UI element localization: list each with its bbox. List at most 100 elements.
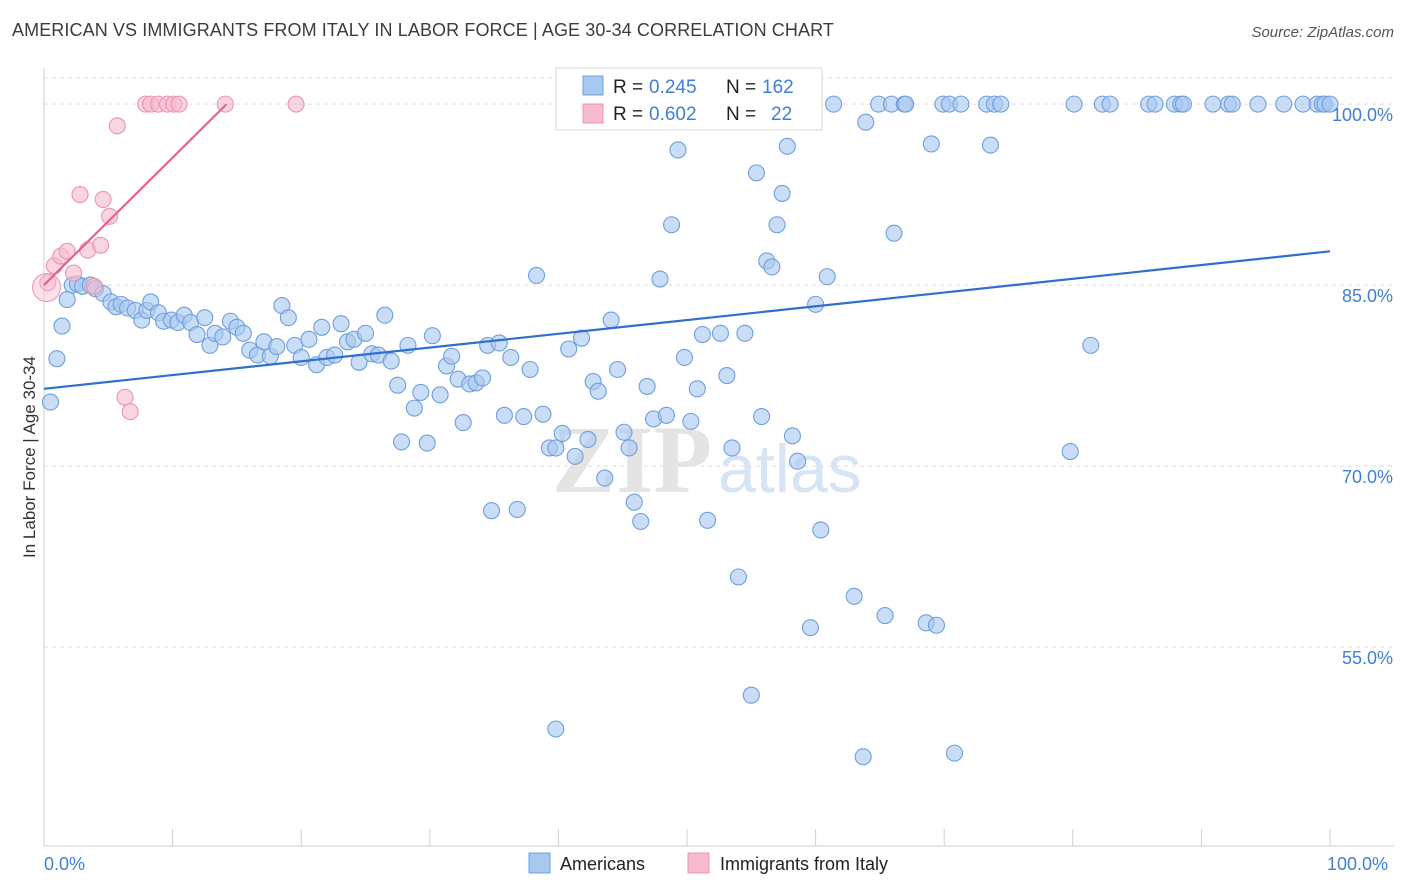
americans-point-0 (41, 393, 59, 411)
y-tick-label-1: 70.0% (1342, 467, 1393, 487)
italy-point-19 (170, 95, 188, 113)
stats-r-value-americans: 0.245 (649, 77, 697, 98)
americans-point-53 (376, 306, 394, 324)
americans-point-31 (234, 324, 252, 342)
stats-swatch-americans (582, 75, 604, 96)
y-axis-title: In Labor Force | Age 30-34 (20, 356, 39, 558)
y-tick-label-3: 100.0% (1332, 105, 1393, 125)
americans-point-24 (188, 325, 206, 344)
trend-line-americans (43, 250, 1331, 390)
americans-point-104 (688, 380, 706, 398)
americans-point-158 (1174, 95, 1192, 113)
americans-point-122 (789, 452, 807, 470)
americans-point-120 (778, 137, 796, 155)
americans-point-84 (566, 447, 584, 465)
americans-point-96 (638, 377, 656, 395)
americans-point-93 (620, 439, 638, 457)
americans-point-98 (651, 270, 669, 288)
americans-point-106 (699, 511, 717, 529)
series-italy-points (32, 95, 305, 421)
americans-point-119 (773, 184, 791, 202)
americans-point-133 (876, 607, 894, 625)
americans-point-121 (783, 427, 802, 445)
americans-point-77 (521, 360, 539, 379)
americans-point-112 (736, 324, 754, 342)
americans-point-79 (534, 405, 552, 423)
americans-point-109 (718, 366, 736, 385)
americans-point-113 (742, 686, 760, 704)
americans-point-110 (723, 439, 741, 457)
americans-point-91 (609, 360, 627, 379)
americans-point-140 (927, 616, 946, 634)
americans-point-168 (1321, 95, 1339, 113)
americans-point-128 (825, 95, 843, 113)
italy-point-10 (101, 207, 119, 225)
americans-point-111 (729, 568, 747, 586)
americans-point-146 (981, 136, 1000, 154)
stats-r-value-italy: 0.602 (649, 104, 697, 125)
americans-point-118 (768, 216, 786, 234)
italy-point-21 (287, 95, 305, 113)
americans-point-75 (508, 500, 526, 518)
americans-point-92 (615, 423, 633, 441)
americans-point-1 (48, 350, 66, 368)
americans-point-117 (763, 258, 781, 276)
x-tick-marks (43, 829, 1331, 846)
americans-point-40 (292, 348, 310, 366)
stats-r-label-italy: R = (613, 104, 643, 125)
americans-point-81 (547, 439, 565, 457)
americans-point-3 (58, 290, 76, 309)
italy-point-12 (116, 388, 134, 406)
americans-point-127 (818, 268, 836, 286)
italy-point-13 (121, 403, 139, 421)
italy-point-5 (71, 186, 89, 204)
stats-n-value-italy: 22 (771, 104, 792, 125)
americans-point-64 (443, 347, 461, 365)
americans-point-74 (502, 348, 520, 366)
italy-point-8 (92, 236, 110, 254)
americans-point-143 (945, 744, 964, 762)
italy-point-7 (85, 277, 103, 295)
y-tick-label-2: 85.0% (1342, 286, 1393, 306)
americans-point-43 (313, 318, 331, 336)
stats-r-label-americans: R = (613, 77, 643, 98)
trend-line-italy (43, 103, 228, 286)
gridlines (44, 77, 1394, 648)
italy-point-9 (94, 190, 112, 208)
americans-point-99 (657, 406, 675, 424)
italy-point-3 (58, 242, 76, 260)
americans-point-124 (801, 619, 820, 637)
americans-point-38 (279, 309, 297, 327)
americans-point-50 (356, 324, 375, 342)
americans-point-129 (845, 587, 863, 605)
americans-point-149 (1061, 442, 1079, 461)
americans-point-155 (1146, 95, 1164, 113)
americans-point-148 (992, 95, 1010, 113)
americans-point-135 (885, 224, 903, 242)
americans-point-2 (53, 317, 71, 335)
americans-point-94 (625, 493, 643, 511)
americans-point-144 (952, 95, 970, 113)
americans-point-159 (1204, 95, 1222, 113)
americans-point-69 (473, 369, 492, 387)
americans-point-108 (711, 324, 729, 342)
americans-point-101 (669, 141, 687, 159)
americans-point-59 (412, 383, 430, 401)
americans-point-76 (515, 408, 533, 426)
americans-point-88 (589, 382, 607, 400)
italy-point-4 (65, 264, 83, 282)
stats-n-value-americans: 162 (762, 77, 794, 98)
legend-label-italy: Immigrants from Italy (720, 854, 888, 874)
americans-point-161 (1223, 95, 1241, 113)
americans-point-55 (389, 376, 407, 394)
americans-point-89 (596, 469, 614, 487)
americans-point-78 (527, 266, 546, 284)
series-americans-points (41, 95, 1339, 766)
x-tick-label-min: 0.0% (44, 854, 85, 874)
legend-swatch-americans (528, 852, 551, 874)
americans-point-100 (663, 216, 681, 234)
americans-point-58 (405, 399, 423, 417)
americans-point-153 (1101, 95, 1119, 113)
americans-point-71 (482, 502, 501, 520)
